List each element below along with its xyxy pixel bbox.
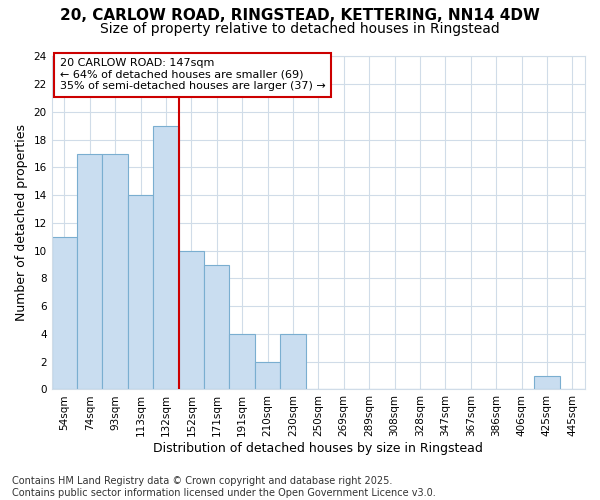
X-axis label: Distribution of detached houses by size in Ringstead: Distribution of detached houses by size … — [154, 442, 483, 455]
Text: Size of property relative to detached houses in Ringstead: Size of property relative to detached ho… — [100, 22, 500, 36]
Bar — [204, 264, 229, 390]
Bar — [128, 195, 153, 390]
Bar — [52, 237, 77, 390]
Bar — [179, 250, 204, 390]
Text: 20 CARLOW ROAD: 147sqm
← 64% of detached houses are smaller (69)
35% of semi-det: 20 CARLOW ROAD: 147sqm ← 64% of detached… — [59, 58, 325, 92]
Bar — [229, 334, 255, 390]
Bar — [255, 362, 280, 390]
Bar — [103, 154, 128, 390]
Bar — [77, 154, 103, 390]
Text: Contains HM Land Registry data © Crown copyright and database right 2025.
Contai: Contains HM Land Registry data © Crown c… — [12, 476, 436, 498]
Y-axis label: Number of detached properties: Number of detached properties — [15, 124, 28, 322]
Bar — [280, 334, 305, 390]
Bar — [534, 376, 560, 390]
Text: 20, CARLOW ROAD, RINGSTEAD, KETTERING, NN14 4DW: 20, CARLOW ROAD, RINGSTEAD, KETTERING, N… — [60, 8, 540, 22]
Bar — [153, 126, 179, 390]
